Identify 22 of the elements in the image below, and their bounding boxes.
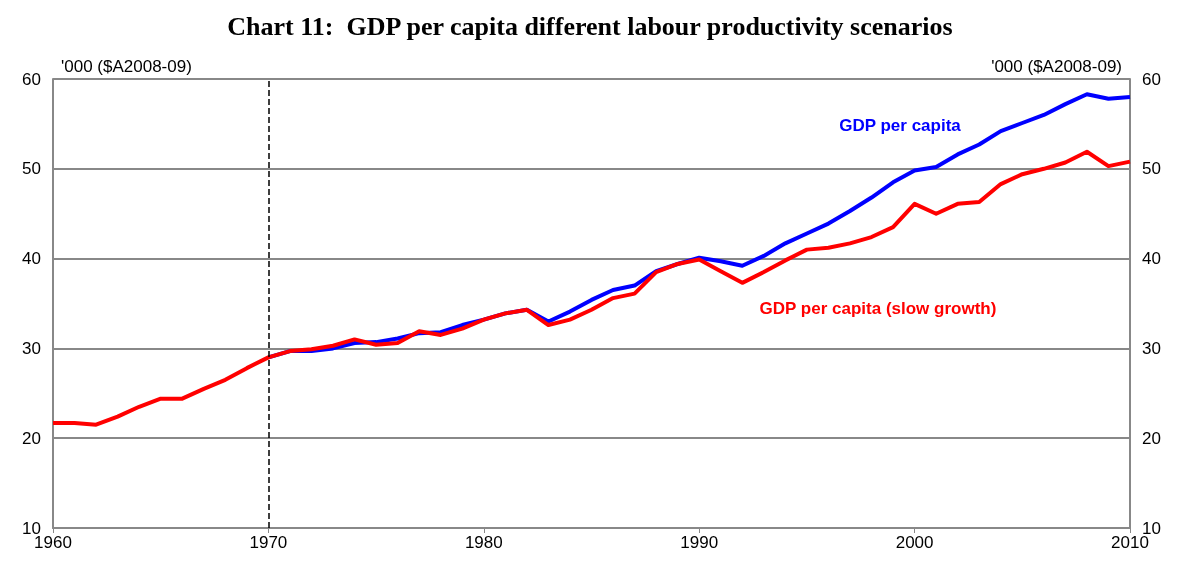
y-tick-label: 30 — [22, 338, 41, 358]
x-tick-label: 1960 — [34, 533, 72, 552]
y-axis-title: '000 ($A2008-09) — [61, 57, 192, 76]
y2-tick-label: 50 — [1142, 159, 1161, 179]
x-tick-label: 1980 — [464, 533, 503, 552]
y2-axis-title: '000 ($A2008-09) — [991, 57, 1122, 76]
y-tick-label: 40 — [22, 249, 41, 269]
line-series — [51, 149, 1132, 427]
y2-tick-label: 60 — [1142, 69, 1161, 89]
series-label: GDP per capita — [839, 116, 962, 136]
y-tick-label: 50 — [22, 159, 41, 179]
y2-tick-label: 40 — [1142, 249, 1161, 269]
x-tick-label: 1990 — [680, 533, 719, 552]
x-tick-label: 2010 — [1111, 533, 1149, 552]
x-tick-label: 1970 — [249, 533, 288, 552]
y2-tick-label: 30 — [1142, 338, 1161, 358]
x-tick-label: 2000 — [895, 533, 934, 552]
y-tick-label: 20 — [22, 428, 41, 448]
chart-title: Chart 11: GDP per capita different labour productivity scenarios — [227, 11, 953, 41]
series-label: GDP per capita (slow growth) — [759, 299, 997, 319]
y2-tick-label: 20 — [1142, 428, 1161, 448]
y-tick-label: 60 — [22, 69, 41, 89]
